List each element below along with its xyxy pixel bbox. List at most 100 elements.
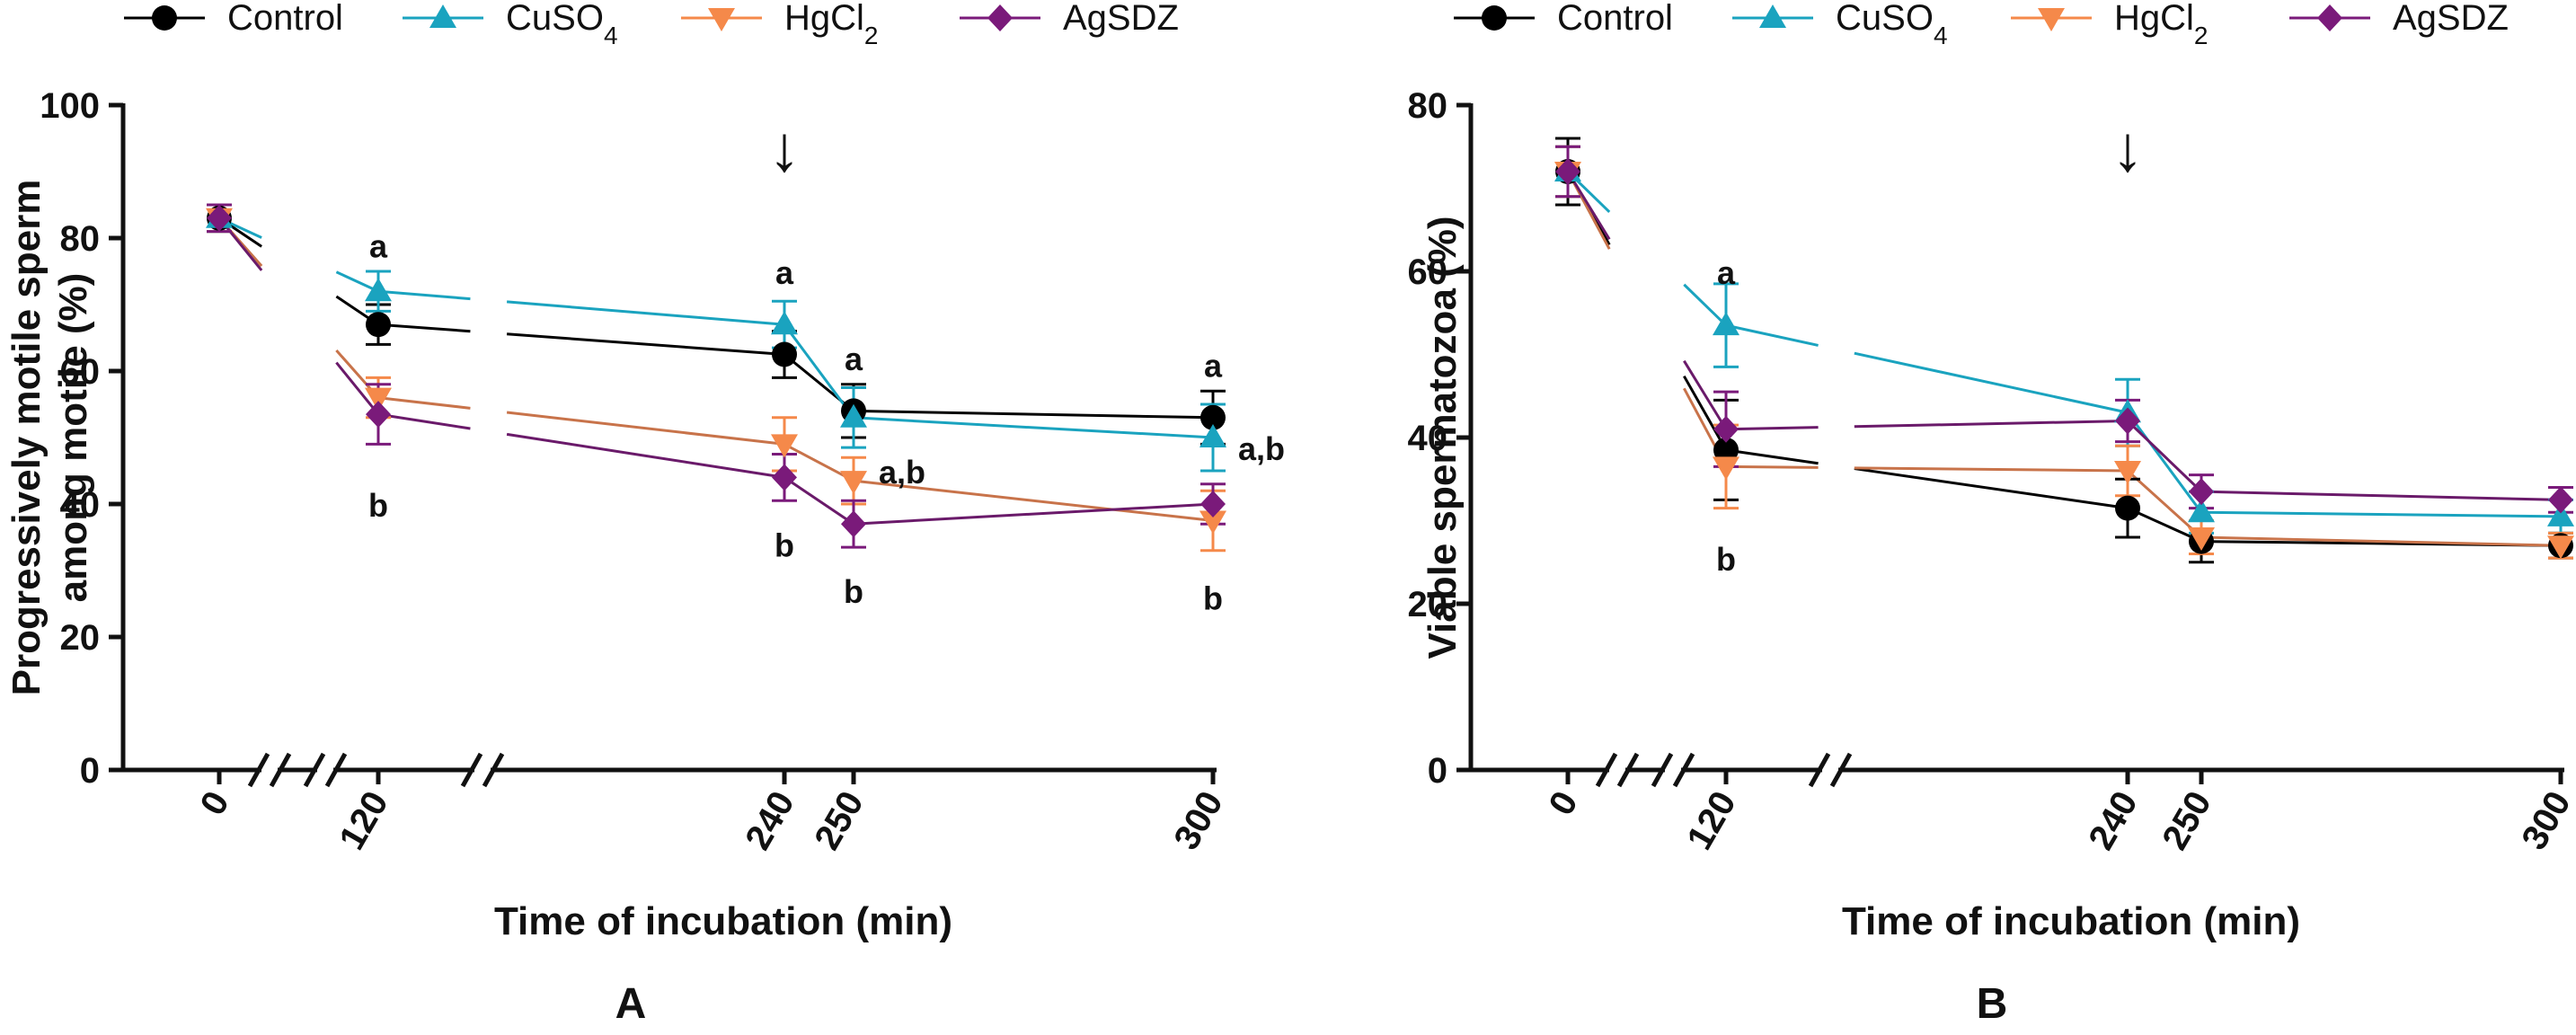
series-line-agsdz-3: [506, 432, 785, 479]
series-line-hgcl2-2: [1725, 464, 1819, 469]
significance-label-2: a: [775, 254, 794, 291]
data-point-agsdz-250: [2189, 478, 2214, 506]
series-line-agsdz-1: [1683, 359, 1728, 430]
data-point-hgcl2-120: [365, 387, 392, 411]
significance-label-1: b: [368, 487, 388, 524]
axis-break-slash-2-right: [1829, 752, 1853, 788]
y-tick-label-20: 20: [1408, 585, 1448, 624]
series-line-cuso4-2: [377, 289, 471, 301]
data-point-agsdz-250: [841, 510, 866, 538]
significance-label-1: b: [1716, 541, 1736, 578]
x-tick-label-240: 240: [738, 785, 801, 857]
data-point-hgcl2-240: [771, 434, 798, 458]
data-point-agsdz-300: [2548, 486, 2573, 514]
x-tick-label-120: 120: [332, 785, 395, 857]
axis-break-slash-0-left: [1595, 752, 1618, 788]
y-tick-label-60: 60: [60, 352, 101, 392]
treatment-arrow: ↓: [2111, 113, 2144, 185]
data-point-hgcl2-250: [840, 471, 867, 495]
data-point-control-240: [772, 341, 797, 367]
x-tick-label-250: 250: [2155, 785, 2218, 857]
data-point-agsdz-120: [1713, 415, 1739, 443]
series-line-control-2: [377, 323, 471, 333]
axis-break-slash-2-right: [482, 752, 505, 788]
x-tick-label-300: 300: [1166, 785, 1230, 857]
legend-marker-hgcl2: [708, 8, 735, 31]
axis-break-slash-2-left: [1808, 752, 1831, 788]
data-point-agsdz-300: [1200, 491, 1226, 518]
legend-label-hgcl2: HgCl2: [2114, 0, 2208, 49]
legend-marker-cuso4: [429, 4, 456, 28]
data-point-cuso4-120: [1713, 312, 1739, 336]
legend-marker-cuso4: [1759, 4, 1786, 28]
series-line-hgcl2-5: [2200, 535, 2562, 547]
axis-break-slash-0-right: [1616, 752, 1640, 788]
legend-label-control: Control: [227, 0, 343, 38]
significance-label-5: a,b: [879, 454, 925, 491]
y-tick-label-40: 40: [1408, 419, 1448, 458]
x-tick-label-240: 240: [2081, 785, 2145, 857]
data-point-hgcl2-250: [2188, 527, 2215, 551]
legend-marker-control: [1482, 5, 1507, 31]
series-line-agsdz-5: [853, 502, 1214, 526]
chart-panel-b: 0 20 40 60 80 0 120 240 250 300 a b ↓ Viable spermato…: [1408, 86, 2576, 1028]
legend-label-control: Control: [1557, 0, 1673, 38]
series-line-hgcl2-5: [853, 479, 1214, 522]
data-point-cuso4-250: [840, 403, 867, 428]
series-line-hgcl2-2: [377, 396, 471, 410]
legend-label-hgcl2: HgCl2: [784, 0, 878, 49]
y-tick-label-80: 80: [60, 219, 101, 259]
significance-label-8: a,b: [1238, 430, 1285, 467]
legend-marker-agsdz: [2317, 4, 2342, 31]
y-tick-label-100: 100: [40, 86, 100, 126]
series-line-hgcl2-3: [1854, 466, 2129, 473]
data-point-control-240: [2115, 495, 2140, 521]
x-axis-label: Time of incubation (min): [494, 899, 952, 943]
significance-label-3: b: [775, 526, 794, 563]
y-axis-label-line-1: Progressively motile sperm: [4, 180, 49, 696]
series-line-cuso4-4: [2126, 411, 2203, 514]
series-line-cuso4-1: [1683, 283, 1728, 327]
data-point-cuso4-300: [2547, 502, 2574, 526]
series-line-control-5: [853, 409, 1214, 420]
significance-label-0: a: [1717, 254, 1736, 291]
series-line-cuso4-4: [783, 323, 855, 419]
series-line-hgcl2-3: [506, 411, 785, 446]
panel-label: A: [615, 980, 647, 1028]
axis-break-gap-0: [1609, 763, 1625, 777]
series-line-control-1: [1683, 375, 1728, 451]
axis-break-gap-2: [474, 763, 491, 777]
data-point-agsdz-120: [366, 401, 391, 429]
series-line-agsdz-2: [1725, 426, 1819, 431]
panel-label: B: [1977, 980, 2008, 1028]
legend-label-agsdz: AgSDZ: [1063, 0, 1179, 38]
legend-panel-b: Control CuSO4 HgCl2 AgSDZ: [1454, 0, 2509, 49]
data-point-agsdz-0: [207, 204, 232, 232]
series-line-agsdz-3: [1854, 420, 2129, 429]
data-point-hgcl2-240: [2114, 461, 2141, 484]
series-line-cuso4-3: [506, 300, 785, 326]
significance-label-9: b: [1203, 580, 1223, 617]
y-axis-label-line-2: among motile (%): [51, 273, 95, 603]
x-tick-label-0: 0: [193, 785, 237, 822]
significance-label-7: a: [1204, 348, 1223, 385]
axis-break-gap-2: [1822, 763, 1838, 777]
significance-label-0: a: [369, 227, 388, 264]
data-point-cuso4-120: [365, 278, 392, 302]
axis-break-slash-0-left: [247, 752, 270, 788]
chart-panel-a: 0 20 40 60 80 100 0 120 240 250 300 a b a b a a,b b a a,b b ↓…: [4, 86, 1285, 1028]
axis-break-slash-2-left: [460, 752, 483, 788]
axis-break-gap-0: [261, 763, 278, 777]
y-tick-label-80: 80: [1408, 86, 1448, 126]
series-line-agsdz-4: [2126, 420, 2203, 493]
series-line-hgcl2-4: [783, 443, 854, 482]
data-point-agsdz-240: [772, 464, 797, 491]
series-line-cuso4-5: [853, 416, 1214, 439]
series-line-agsdz-1: [335, 361, 380, 416]
data-point-control-300: [1200, 404, 1226, 430]
data-point-hgcl2-120: [1713, 456, 1739, 481]
significance-label-4: a: [845, 341, 863, 377]
significance-label-6: b: [844, 573, 863, 610]
series-line-agsdz-0: [1566, 171, 1611, 241]
